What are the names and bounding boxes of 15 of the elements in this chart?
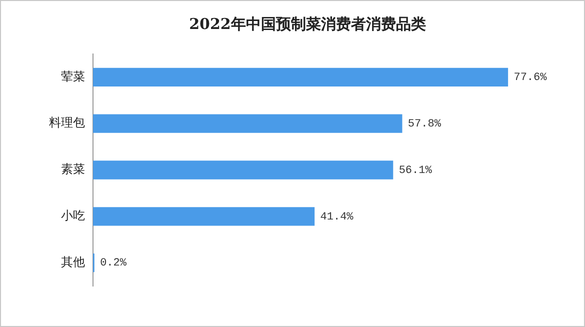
bar: [93, 160, 394, 180]
data-label: 56.1%: [398, 164, 432, 177]
bar: [93, 207, 315, 226]
bar: [93, 68, 508, 87]
y-tick-label: 荤菜: [61, 69, 85, 84]
y-tick-label: 小吃: [61, 208, 85, 223]
data-label: 57.8%: [408, 118, 442, 131]
y-tick-label: 素菜: [61, 162, 85, 176]
chart-title: 2022年中国预制菜消费者消费品类: [189, 14, 426, 33]
data-label: 77.6%: [514, 72, 548, 84]
y-tick-label: 其他: [61, 254, 85, 269]
data-label: 41.4%: [320, 211, 354, 224]
y-tick-label: 料理包: [49, 116, 85, 130]
data-label: 0.2%: [100, 258, 127, 270]
bar: [93, 114, 402, 133]
